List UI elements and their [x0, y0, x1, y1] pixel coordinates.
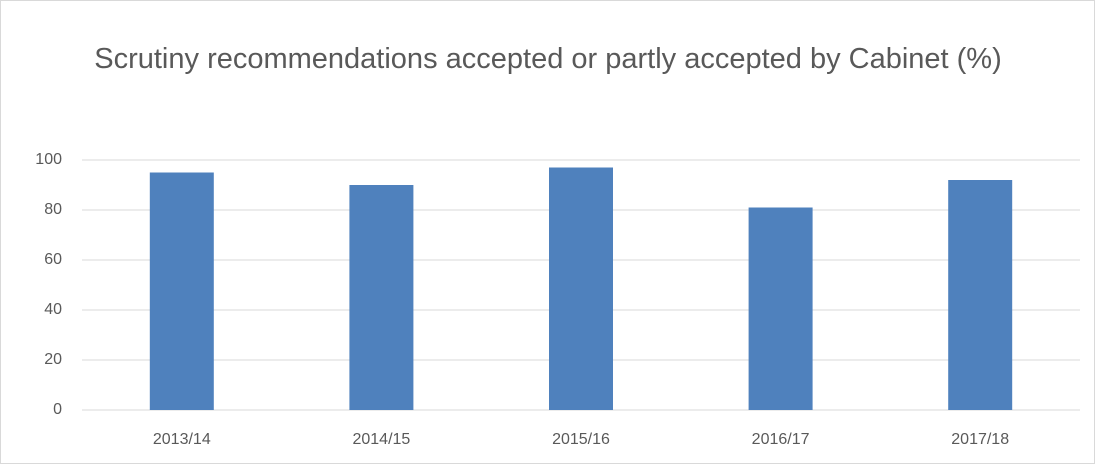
y-tick-label: 60	[44, 251, 62, 268]
y-tick-label: 80	[44, 201, 62, 218]
bar	[349, 185, 414, 410]
x-tick-label: 2016/17	[752, 431, 810, 448]
x-tick-label: 2015/16	[552, 431, 610, 448]
y-tick-label: 100	[35, 151, 62, 168]
y-tick-label: 40	[44, 301, 62, 318]
x-tick-label: 2017/18	[951, 431, 1009, 448]
y-tick-label: 0	[53, 401, 62, 418]
bar	[748, 207, 813, 410]
bar	[149, 172, 214, 410]
chart-title: Scrutiny recommendations accepted or par…	[94, 43, 1002, 75]
x-tick-label: 2013/14	[153, 431, 211, 448]
bar	[549, 167, 613, 410]
y-tick-label: 20	[44, 351, 62, 368]
bar	[948, 180, 1013, 410]
x-tick-label: 2014/15	[352, 431, 410, 448]
